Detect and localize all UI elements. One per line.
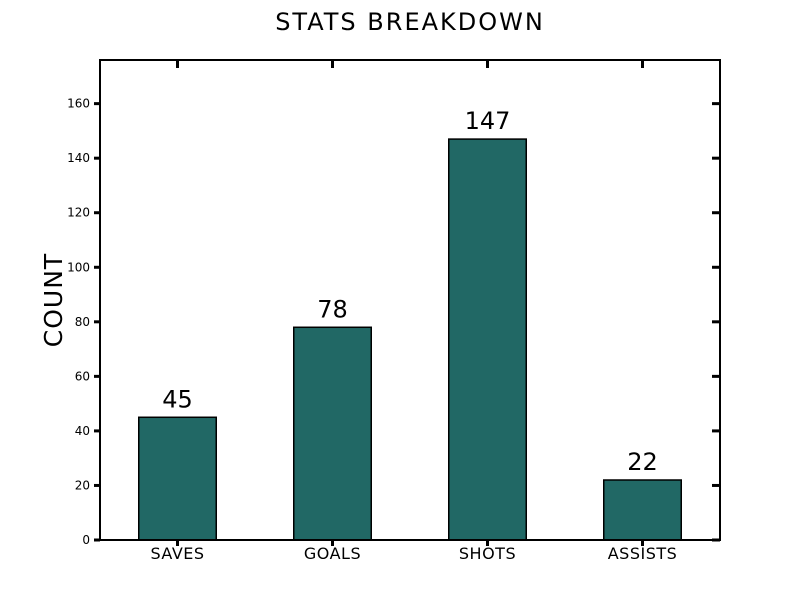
y-tick-label: 100 (67, 260, 90, 274)
data-label: 45 (162, 385, 193, 413)
data-label: 22 (627, 448, 658, 476)
y-tick-label: 60 (75, 369, 90, 383)
y-tick-label: 160 (67, 97, 90, 111)
chart-title: STATS BREAKDOWN (275, 8, 545, 36)
y-tick-label: 20 (75, 478, 90, 492)
y-tick-label: 40 (75, 424, 90, 438)
bar-saves (138, 416, 217, 541)
y-tick-label: 0 (82, 533, 90, 547)
y-tick-label: 120 (67, 206, 90, 220)
y-axis-label: COUNT (39, 253, 68, 347)
x-tick-label: ASSISTS (608, 544, 678, 563)
data-label: 147 (465, 107, 511, 135)
bar-shots (448, 138, 527, 541)
bar-goals (293, 326, 372, 541)
x-tick-label: SAVES (150, 544, 204, 563)
x-tick-label: SHOTS (459, 544, 516, 563)
x-tick-label: GOALS (304, 544, 361, 563)
data-label: 78 (317, 295, 348, 323)
y-tick-label: 80 (75, 315, 90, 329)
plot-frame (99, 59, 721, 541)
bar-assists (603, 479, 682, 541)
y-tick-label: 140 (67, 151, 90, 165)
plot-area: 45 SAVES 78 GOALS 147 SHOTS 22 ASSISTS 0 20 40 60 80… (67, 59, 721, 563)
